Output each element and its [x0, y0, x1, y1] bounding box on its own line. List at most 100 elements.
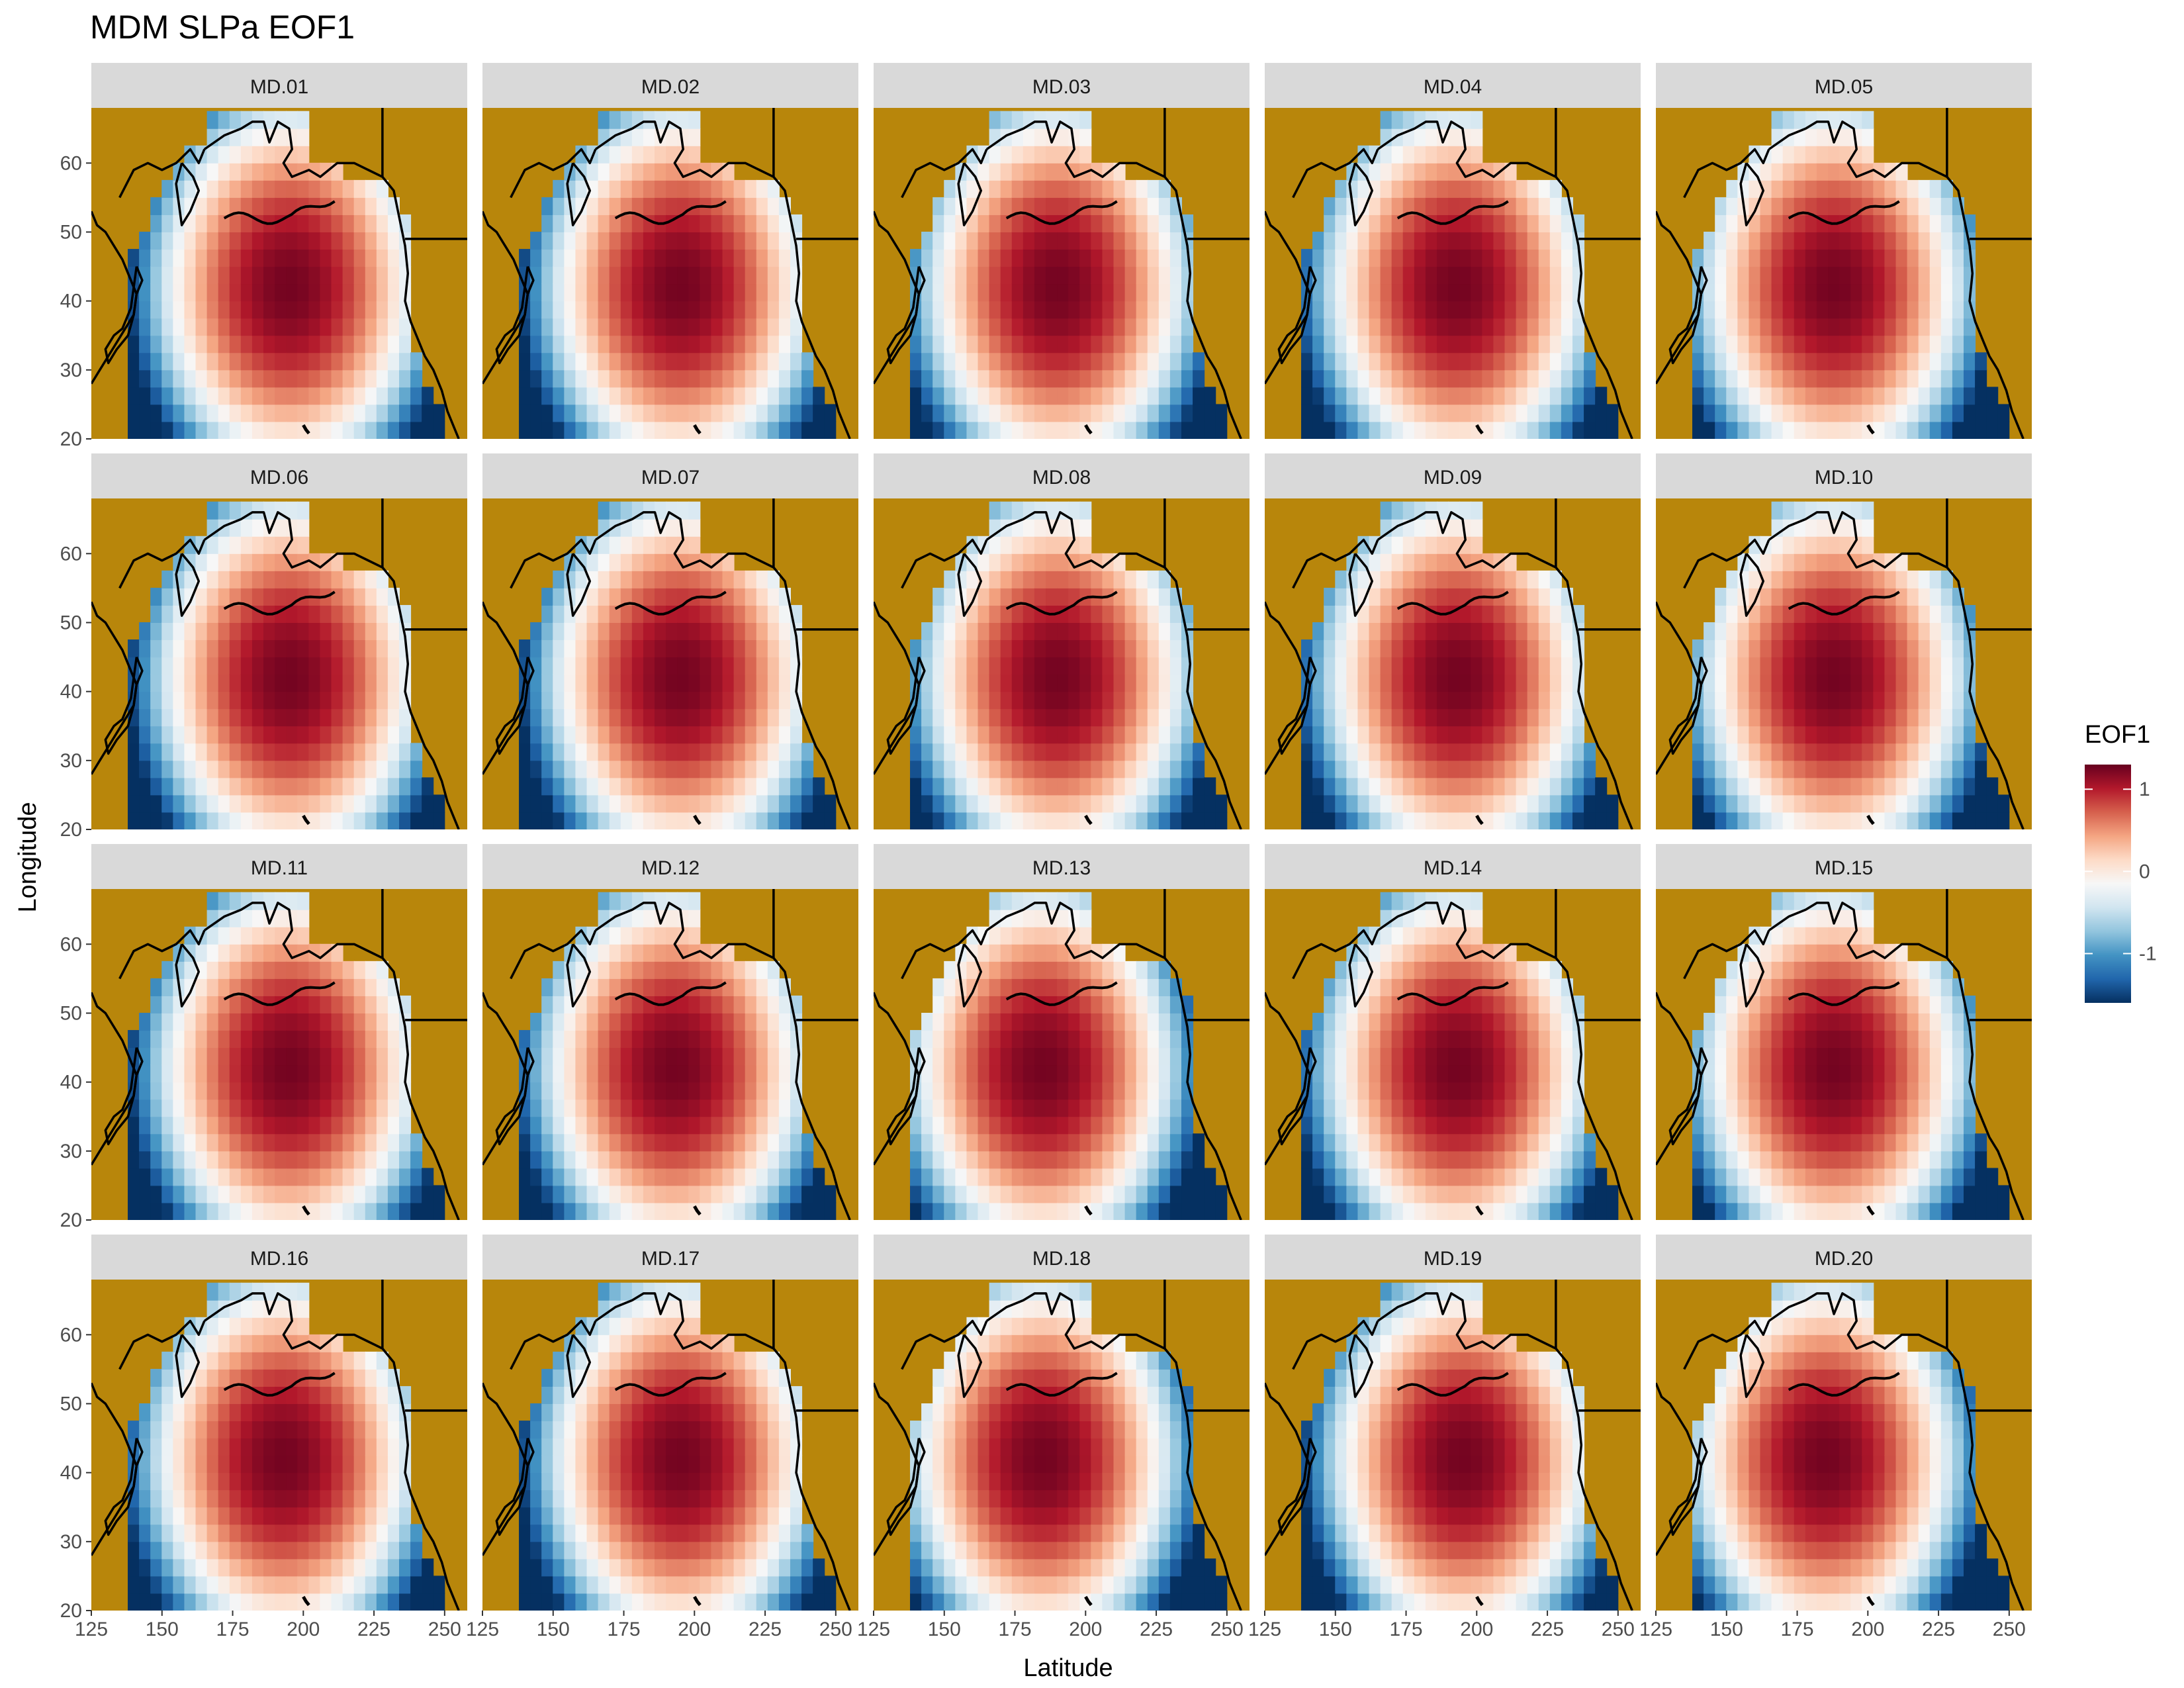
- field-cell: [206, 892, 219, 910]
- field-cell: [966, 794, 979, 813]
- field-cell: [184, 926, 197, 945]
- field-cell: [564, 657, 576, 675]
- field-cell: [1437, 111, 1449, 129]
- field-cell: [677, 1185, 690, 1203]
- field-cell: [655, 892, 667, 910]
- field-cell: [1715, 794, 1727, 813]
- field-cell: [598, 1133, 610, 1152]
- field-cell: [790, 352, 803, 371]
- field-cell: [643, 318, 656, 336]
- field-cell: [128, 743, 140, 761]
- field-cell: [342, 639, 355, 658]
- field-cell: [1471, 369, 1483, 388]
- facet-label: MD.05: [1815, 76, 1873, 98]
- field-cell: [206, 943, 219, 962]
- field-cell: [933, 266, 945, 285]
- field-cell: [553, 622, 565, 641]
- field-cell: [251, 1150, 265, 1169]
- field-cell: [655, 570, 667, 588]
- field-cell: [1023, 639, 1035, 658]
- field-cell: [240, 283, 253, 302]
- field-cell: [275, 909, 287, 927]
- field-cell: [631, 1185, 644, 1203]
- field-cell: [1805, 812, 1817, 829]
- field-cell: [150, 318, 163, 336]
- field-cell: [1034, 421, 1047, 439]
- field-cell: [229, 926, 242, 945]
- field-cell: [767, 587, 780, 606]
- field-cell: [1437, 726, 1449, 744]
- field-cell: [722, 674, 735, 692]
- field-cell: [989, 145, 1001, 164]
- field-cell: [184, 1116, 197, 1135]
- field-cell: [206, 111, 219, 129]
- field-cell: [733, 301, 746, 319]
- field-cell: [530, 301, 543, 319]
- field-cell: [733, 674, 746, 692]
- field-cell: [643, 812, 656, 829]
- field-cell: [1402, 812, 1415, 829]
- field-cell: [1357, 421, 1370, 439]
- field-cell: [297, 708, 310, 727]
- field-cell: [1459, 111, 1472, 129]
- field-cell: [275, 232, 287, 250]
- field-cell: [1918, 249, 1931, 267]
- field-cell: [1091, 318, 1103, 336]
- field-cell: [1034, 743, 1047, 761]
- field-cell: [778, 318, 792, 336]
- field-cell: [229, 639, 242, 658]
- field-cell: [1414, 674, 1426, 692]
- field-cell: [353, 1202, 366, 1220]
- field-cell: [586, 214, 599, 232]
- field-cell: [331, 777, 343, 796]
- field-cell: [700, 743, 712, 761]
- field-cell: [1169, 691, 1183, 710]
- field-cell: [1124, 691, 1137, 710]
- field-cell: [666, 1030, 678, 1049]
- field-cell: [1527, 387, 1539, 405]
- field-cell: [1895, 570, 1908, 588]
- field-cell: [1504, 604, 1517, 623]
- field-cell: [1918, 301, 1931, 319]
- field-cell: [1493, 404, 1506, 422]
- field-cell: [745, 622, 757, 641]
- field-cell: [564, 352, 576, 371]
- field-cell: [1023, 553, 1035, 571]
- field-cell: [978, 657, 990, 675]
- field-cell: [251, 369, 265, 388]
- field-cell: [564, 674, 576, 692]
- field-cell: [1448, 536, 1461, 554]
- field-cell: [1335, 622, 1347, 641]
- field-cell: [1402, 622, 1415, 641]
- field-cell: [778, 421, 792, 439]
- field-cell: [308, 387, 321, 405]
- field-cell: [1346, 743, 1359, 761]
- field-cell: [1459, 283, 1472, 302]
- field-cell: [1402, 726, 1415, 744]
- field-cell: [1549, 421, 1562, 439]
- field-cell: [688, 622, 701, 641]
- field-cell: [1023, 404, 1035, 422]
- field-cell: [1771, 301, 1784, 319]
- field-cell: [631, 1030, 644, 1049]
- field-cell: [1782, 726, 1795, 744]
- field-cell: [530, 249, 543, 267]
- field-cell: [1459, 501, 1472, 520]
- field-cell: [666, 708, 678, 727]
- field-cell: [173, 657, 185, 675]
- field-cell: [1516, 232, 1528, 250]
- field-cell: [1459, 657, 1472, 675]
- field-cell: [643, 1064, 656, 1083]
- field-cell: [1782, 587, 1795, 606]
- field-cell: [1493, 301, 1506, 319]
- field-cell: [195, 232, 208, 250]
- field-cell: [387, 674, 400, 692]
- field-cell: [218, 536, 230, 554]
- field-cell: [387, 1099, 400, 1117]
- field-cell: [1704, 249, 1716, 267]
- field-cell: [620, 995, 633, 1013]
- field-cell: [586, 1082, 599, 1100]
- field-cell: [206, 743, 219, 761]
- field-cell: [1437, 794, 1449, 813]
- field-cell: [756, 708, 768, 727]
